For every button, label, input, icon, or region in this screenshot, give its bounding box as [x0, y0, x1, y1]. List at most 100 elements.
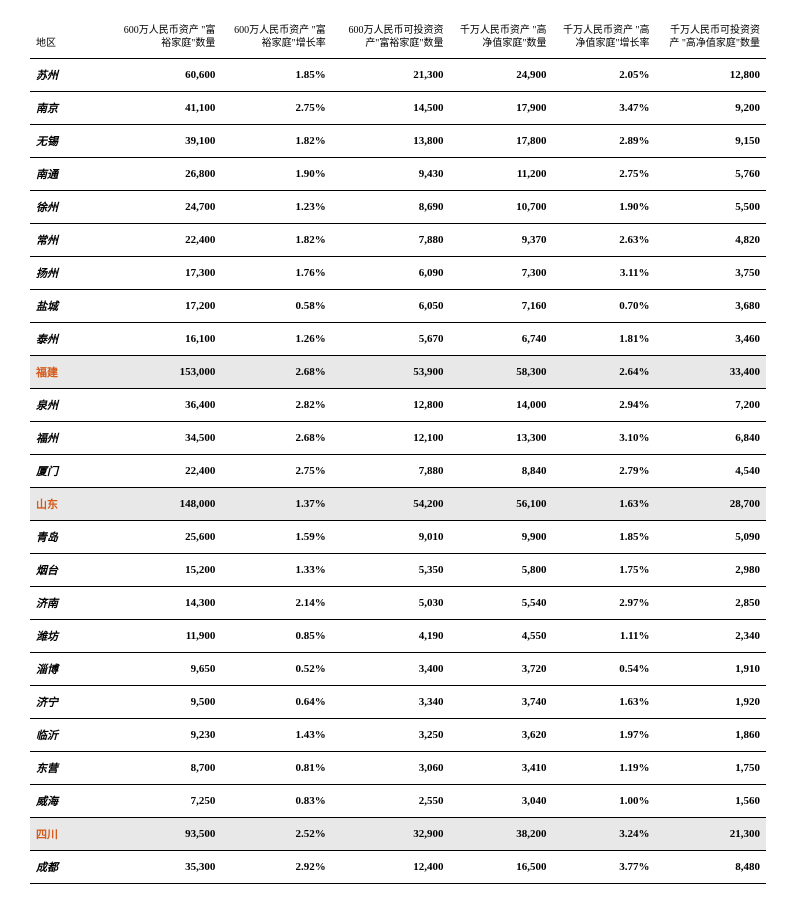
cell-value: 148,000 [111, 488, 221, 521]
cell-region: 淄博 [30, 653, 111, 686]
col-6m-growth: 600万人民币资产 "富裕家庭"增长率 [221, 20, 331, 59]
cell-value: 2,980 [656, 554, 766, 587]
cell-value: 2.92% [221, 851, 331, 884]
cell-value: 1.23% [221, 191, 331, 224]
cell-value: 12,800 [332, 389, 450, 422]
cell-region: 威海 [30, 785, 111, 818]
cell-value: 2,340 [656, 620, 766, 653]
table-row: 潍坊11,9000.85%4,1904,5501.11%2,340 [30, 620, 766, 653]
table-row: 常州22,4001.82%7,8809,3702.63%4,820 [30, 224, 766, 257]
cell-value: 8,480 [656, 851, 766, 884]
cell-value: 12,400 [332, 851, 450, 884]
cell-value: 1.82% [221, 125, 331, 158]
cell-value: 17,900 [449, 92, 552, 125]
cell-value: 5,030 [332, 587, 450, 620]
cell-value: 3,740 [449, 686, 552, 719]
cell-value: 3.24% [553, 818, 656, 851]
cell-value: 5,760 [656, 158, 766, 191]
cell-value: 5,670 [332, 323, 450, 356]
cell-value: 9,150 [656, 125, 766, 158]
cell-value: 17,800 [449, 125, 552, 158]
cell-value: 1.19% [553, 752, 656, 785]
cell-region: 徐州 [30, 191, 111, 224]
cell-value: 2,850 [656, 587, 766, 620]
cell-value: 2.75% [553, 158, 656, 191]
cell-value: 0.85% [221, 620, 331, 653]
cell-value: 1.59% [221, 521, 331, 554]
cell-value: 0.81% [221, 752, 331, 785]
cell-value: 2.14% [221, 587, 331, 620]
table-row: 东营8,7000.81%3,0603,4101.19%1,750 [30, 752, 766, 785]
wealth-table: 地区 600万人民币资产 "富裕家庭"数量 600万人民币资产 "富裕家庭"增长… [30, 20, 766, 884]
cell-value: 7,160 [449, 290, 552, 323]
cell-value: 22,400 [111, 224, 221, 257]
cell-value: 2.64% [553, 356, 656, 389]
cell-region: 盐城 [30, 290, 111, 323]
cell-value: 8,840 [449, 455, 552, 488]
cell-value: 4,550 [449, 620, 552, 653]
table-row: 成都35,3002.92%12,40016,5003.77%8,480 [30, 851, 766, 884]
table-header: 地区 600万人民币资产 "富裕家庭"数量 600万人民币资产 "富裕家庭"增长… [30, 20, 766, 59]
table-row: 福建153,0002.68%53,90058,3002.64%33,400 [30, 356, 766, 389]
cell-value: 1.85% [553, 521, 656, 554]
cell-value: 3,340 [332, 686, 450, 719]
col-6m-invest: 600万人民币可投资资 产"富裕家庭"数量 [332, 20, 450, 59]
table-row: 苏州60,6001.85%21,30024,9002.05%12,800 [30, 59, 766, 92]
cell-value: 9,900 [449, 521, 552, 554]
cell-value: 5,540 [449, 587, 552, 620]
cell-value: 1,920 [656, 686, 766, 719]
cell-region: 南通 [30, 158, 111, 191]
cell-value: 0.52% [221, 653, 331, 686]
cell-value: 2.75% [221, 92, 331, 125]
cell-value: 1.63% [553, 488, 656, 521]
cell-value: 3.11% [553, 257, 656, 290]
cell-value: 1.90% [553, 191, 656, 224]
table-row: 南通26,8001.90%9,43011,2002.75%5,760 [30, 158, 766, 191]
cell-value: 1.97% [553, 719, 656, 752]
table-row: 烟台15,2001.33%5,3505,8001.75%2,980 [30, 554, 766, 587]
cell-value: 25,600 [111, 521, 221, 554]
cell-value: 5,090 [656, 521, 766, 554]
table-row: 泰州16,1001.26%5,6706,7401.81%3,460 [30, 323, 766, 356]
cell-value: 2.68% [221, 422, 331, 455]
cell-value: 9,650 [111, 653, 221, 686]
cell-value: 0.64% [221, 686, 331, 719]
cell-region: 常州 [30, 224, 111, 257]
table-row: 盐城17,2000.58%6,0507,1600.70%3,680 [30, 290, 766, 323]
col-10m-invest: 千万人民币可投资资产 "高净值家庭"数量 [656, 20, 766, 59]
cell-value: 3.77% [553, 851, 656, 884]
cell-value: 39,100 [111, 125, 221, 158]
cell-region: 扬州 [30, 257, 111, 290]
cell-value: 21,300 [332, 59, 450, 92]
cell-value: 3,620 [449, 719, 552, 752]
cell-region: 山东 [30, 488, 111, 521]
cell-value: 11,900 [111, 620, 221, 653]
cell-value: 10,700 [449, 191, 552, 224]
cell-value: 9,430 [332, 158, 450, 191]
cell-region: 泉州 [30, 389, 111, 422]
cell-value: 2.89% [553, 125, 656, 158]
cell-value: 0.54% [553, 653, 656, 686]
cell-value: 9,230 [111, 719, 221, 752]
cell-value: 9,200 [656, 92, 766, 125]
table-row: 徐州24,7001.23%8,69010,7001.90%5,500 [30, 191, 766, 224]
table-row: 济宁9,5000.64%3,3403,7401.63%1,920 [30, 686, 766, 719]
cell-region: 青岛 [30, 521, 111, 554]
cell-value: 2.75% [221, 455, 331, 488]
cell-value: 2.52% [221, 818, 331, 851]
cell-value: 9,370 [449, 224, 552, 257]
cell-value: 13,300 [449, 422, 552, 455]
cell-value: 1,750 [656, 752, 766, 785]
table-row: 临沂9,2301.43%3,2503,6201.97%1,860 [30, 719, 766, 752]
cell-region: 济南 [30, 587, 111, 620]
cell-region: 苏州 [30, 59, 111, 92]
cell-value: 1.63% [553, 686, 656, 719]
table-row: 扬州17,3001.76%6,0907,3003.11%3,750 [30, 257, 766, 290]
cell-value: 6,740 [449, 323, 552, 356]
cell-value: 32,900 [332, 818, 450, 851]
cell-value: 5,350 [332, 554, 450, 587]
cell-value: 3,400 [332, 653, 450, 686]
cell-value: 16,500 [449, 851, 552, 884]
cell-value: 28,700 [656, 488, 766, 521]
cell-value: 24,900 [449, 59, 552, 92]
